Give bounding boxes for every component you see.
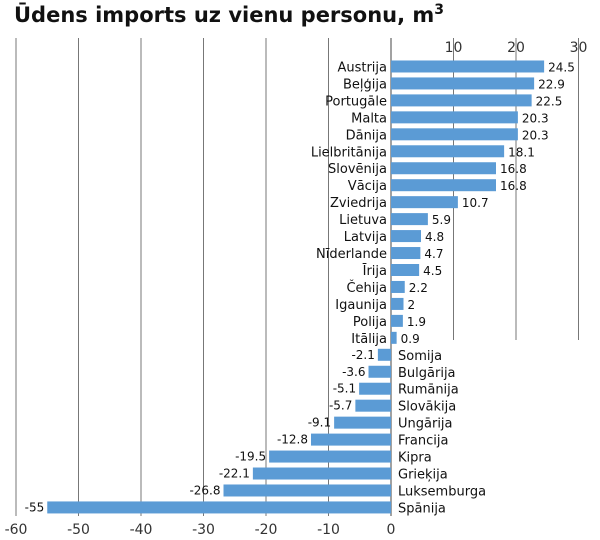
category-label: Slovēnija bbox=[328, 162, 387, 177]
data-label: -26.8 bbox=[189, 483, 220, 497]
chart-title-text: Ūdens imports uz vienu personu, m bbox=[14, 3, 435, 27]
bar bbox=[368, 365, 391, 378]
category-label: Polija bbox=[353, 315, 387, 330]
bar bbox=[391, 128, 518, 141]
bar bbox=[334, 416, 391, 429]
category-label: Beļģija bbox=[343, 77, 387, 92]
category-label: Spānija bbox=[398, 501, 446, 516]
category-label: Francija bbox=[398, 434, 448, 449]
data-label: 2 bbox=[408, 298, 416, 312]
bar bbox=[391, 111, 518, 124]
x-tick-label-top: 20 bbox=[507, 40, 525, 56]
bar bbox=[391, 247, 421, 260]
bar bbox=[223, 484, 391, 497]
data-label: 5.9 bbox=[432, 213, 451, 227]
bar bbox=[391, 179, 496, 192]
category-label: Kipra bbox=[398, 451, 432, 466]
x-tick-label: -30 bbox=[192, 522, 215, 538]
bars bbox=[47, 60, 545, 514]
bar bbox=[391, 145, 505, 158]
data-label: 24.5 bbox=[548, 60, 575, 74]
category-label: Portugāle bbox=[325, 94, 387, 109]
data-label: 16.8 bbox=[500, 162, 527, 176]
chart-title-superscript: 3 bbox=[434, 2, 445, 18]
data-label: 20.3 bbox=[522, 128, 549, 142]
category-label: Vācija bbox=[348, 179, 387, 194]
bar bbox=[391, 230, 421, 243]
category-label: Igaunija bbox=[335, 298, 387, 313]
x-tick-label: 0 bbox=[387, 522, 396, 538]
data-label: -55 bbox=[25, 500, 45, 514]
data-label: -3.6 bbox=[342, 365, 365, 379]
x-tick-label: -20 bbox=[255, 522, 278, 538]
data-label: 16.8 bbox=[500, 179, 527, 193]
bar bbox=[359, 382, 391, 395]
data-label: 4.7 bbox=[424, 247, 443, 261]
data-label: -5.7 bbox=[329, 399, 352, 413]
data-label: 20.3 bbox=[522, 111, 549, 125]
data-label: -5.1 bbox=[333, 382, 356, 396]
category-label: Ungārija bbox=[398, 417, 453, 432]
bar bbox=[391, 162, 496, 175]
category-label: Luksemburga bbox=[398, 484, 486, 499]
bar bbox=[311, 433, 391, 446]
data-label: -12.8 bbox=[277, 433, 308, 447]
x-tick-label-top: 10 bbox=[445, 40, 463, 56]
bar bbox=[391, 77, 535, 90]
bar bbox=[391, 196, 458, 209]
category-label: Bulgārija bbox=[398, 366, 456, 381]
x-tick-label: -50 bbox=[67, 522, 90, 538]
data-label: 22.5 bbox=[536, 94, 563, 108]
category-label: Nīderlande bbox=[316, 247, 387, 262]
category-label: Lielbritānija bbox=[311, 145, 387, 160]
bar bbox=[391, 297, 404, 310]
category-label: Zviedrija bbox=[330, 196, 387, 211]
bar bbox=[391, 264, 420, 276]
bar bbox=[391, 94, 532, 107]
data-label: 10.7 bbox=[462, 196, 489, 210]
category-label: Dānija bbox=[346, 128, 387, 143]
x-tick-label: -40 bbox=[130, 522, 153, 538]
data-label: 4.5 bbox=[423, 264, 442, 278]
x-tick-label: -10 bbox=[317, 522, 340, 538]
bar bbox=[252, 467, 391, 480]
axis-ticks: -60 -50 -40 -30 -20 -10 0 10 20 30 bbox=[5, 40, 588, 538]
category-label: Grieķija bbox=[398, 468, 448, 483]
category-label: Rumānija bbox=[398, 383, 459, 398]
data-label: 22.9 bbox=[538, 77, 565, 91]
x-tick-label-top: 30 bbox=[570, 40, 588, 56]
data-label: -9.1 bbox=[308, 416, 331, 430]
bar bbox=[377, 348, 391, 361]
bar bbox=[47, 501, 391, 514]
bar bbox=[391, 213, 428, 226]
data-label: 18.1 bbox=[508, 145, 535, 159]
data-label: 1.9 bbox=[407, 315, 426, 329]
category-label: Īrija bbox=[363, 264, 387, 279]
category-label: Latvija bbox=[344, 230, 387, 245]
bar bbox=[355, 399, 391, 412]
category-label: Austrija bbox=[337, 60, 387, 75]
category-label: Malta bbox=[351, 111, 387, 126]
bar bbox=[391, 60, 545, 73]
category-label: Lietuva bbox=[339, 213, 387, 228]
data-label: 4.8 bbox=[425, 230, 444, 244]
category-label: Slovākija bbox=[398, 400, 456, 415]
bar bbox=[391, 314, 403, 327]
category-label: Somija bbox=[398, 349, 442, 364]
data-label: -2.1 bbox=[351, 348, 374, 362]
data-label: 2.2 bbox=[409, 281, 428, 295]
bar bbox=[391, 280, 405, 293]
chart-title: Ūdens imports uz vienu personu, m3 bbox=[14, 2, 444, 27]
category-label: Čehija bbox=[346, 280, 387, 296]
data-label: 0.9 bbox=[401, 332, 420, 346]
data-label: -19.5 bbox=[235, 450, 266, 464]
x-tick-label: -60 bbox=[5, 522, 28, 538]
data-label: -22.1 bbox=[219, 467, 250, 481]
bar bbox=[269, 450, 391, 463]
bar bbox=[391, 331, 397, 344]
category-label: Itālija bbox=[351, 332, 387, 347]
